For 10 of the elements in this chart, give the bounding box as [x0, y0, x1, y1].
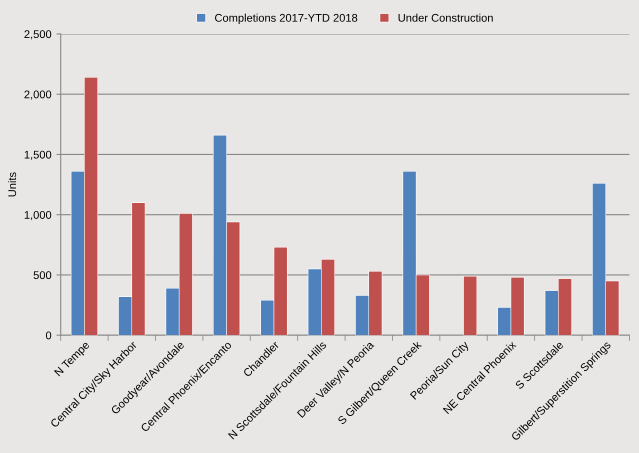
legend-label: Under Construction [398, 14, 493, 22]
legend-label: Completions 2017-YTD 2018 [215, 14, 358, 24]
y-tick-label: 1,000 [24, 210, 52, 220]
bar [463, 276, 478, 336]
y-tick-label: 2,000 [24, 90, 52, 100]
y-axis-title: Units [8, 172, 16, 196]
y-tick-label: 2,500 [24, 30, 52, 40]
y-tick-label: 1,500 [24, 150, 52, 160]
y-tick-label: 0 [46, 331, 52, 340]
y-tick-label: 500 [34, 271, 52, 280]
